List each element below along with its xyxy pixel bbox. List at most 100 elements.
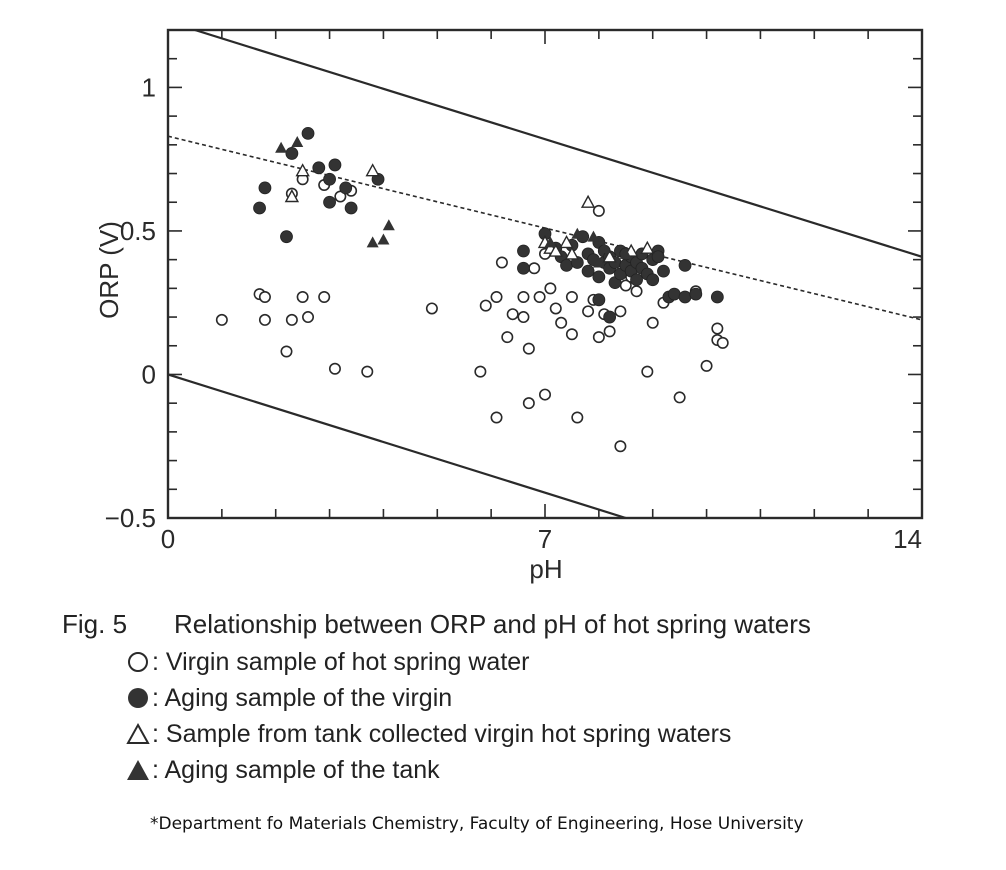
point-virgin xyxy=(318,290,331,303)
point-virgin xyxy=(603,325,616,338)
point-aging-tank xyxy=(275,141,288,153)
point-virgin xyxy=(258,313,271,326)
point-aging-tank xyxy=(587,230,600,242)
point-aging-virgin xyxy=(657,264,670,278)
point-aging-virgin xyxy=(280,230,293,244)
point-tank xyxy=(284,189,300,203)
point-aging-tank xyxy=(598,242,611,254)
point-aging-tank xyxy=(544,236,557,248)
point-virgin xyxy=(517,290,530,303)
point-aging-tank xyxy=(377,233,390,245)
x-tick-label: 7 xyxy=(538,524,552,554)
x-axis-label: pH xyxy=(529,554,562,584)
point-aging-virgin xyxy=(592,293,606,307)
legend-item-virgin: : Virgin sample of hot spring water xyxy=(126,644,982,680)
point-virgin xyxy=(517,311,530,324)
orp-ph-scatter-chart: 0 7 14−0.500.51 pH ORP (V) xyxy=(94,28,924,584)
point-aging-tank xyxy=(291,135,304,147)
point-aging-virgin xyxy=(710,290,724,304)
point-aging-tank xyxy=(366,236,379,248)
point-virgin xyxy=(592,204,605,217)
point-virgin xyxy=(630,285,643,298)
point-aging-virgin xyxy=(592,270,606,284)
point-aging-virgin xyxy=(603,310,617,324)
point-virgin xyxy=(641,365,654,378)
point-tank xyxy=(559,234,574,249)
point-virgin xyxy=(549,302,562,315)
point-aging-virgin xyxy=(581,264,595,278)
y-tick-label: 0 xyxy=(142,359,156,389)
point-tank xyxy=(580,194,596,208)
point-virgin xyxy=(544,282,557,295)
legend-label: : Sample from tank collected virgin hot … xyxy=(152,720,732,748)
axis-ticks xyxy=(167,29,923,519)
point-virgin xyxy=(425,302,438,315)
point-virgin xyxy=(490,290,503,303)
point-aging-virgin xyxy=(678,258,692,272)
point-aging-virgin xyxy=(517,261,530,275)
point-virgin xyxy=(258,290,271,303)
point-virgin xyxy=(490,411,503,424)
legend-item-aging-virgin: : Aging sample of the virgin xyxy=(126,680,982,716)
point-virgin xyxy=(592,331,605,344)
y-tick-label: 1 xyxy=(142,72,156,102)
point-virgin xyxy=(302,311,315,324)
point-aging-virgin xyxy=(339,181,353,195)
legend: : Virgin sample of hot spring water : Ag… xyxy=(126,644,982,788)
point-virgin xyxy=(522,397,535,410)
point-aging-virgin xyxy=(258,181,272,195)
point-virgin xyxy=(614,440,627,453)
point-tank xyxy=(365,163,380,177)
point-aging-virgin xyxy=(323,172,336,186)
x-tick-label: 14 xyxy=(893,524,922,554)
point-aging-virgin xyxy=(344,201,358,215)
plot-frame xyxy=(166,28,924,520)
point-virgin xyxy=(538,388,551,401)
point-virgin xyxy=(700,359,713,372)
point-virgin xyxy=(296,290,309,303)
point-aging-virgin xyxy=(253,201,266,215)
point-aging-virgin xyxy=(560,258,573,272)
solid-reference-line xyxy=(194,30,922,258)
point-virgin xyxy=(361,365,374,378)
data-points xyxy=(215,126,729,453)
point-virgin xyxy=(565,328,578,341)
point-aging-virgin xyxy=(517,244,530,258)
point-aging-tank xyxy=(382,219,395,231)
legend-label: : Virgin sample of hot spring water xyxy=(152,648,530,676)
point-virgin xyxy=(215,313,228,326)
reference-lines xyxy=(168,30,922,518)
x-tick-label: 0 xyxy=(161,524,175,554)
open-triangle-icon xyxy=(126,722,150,744)
open-circle-icon xyxy=(128,652,148,672)
point-aging-virgin xyxy=(328,158,342,172)
point-aging-virgin xyxy=(285,147,299,160)
point-virgin xyxy=(501,331,514,344)
legend-label: : Aging sample of the tank xyxy=(152,756,440,784)
point-virgin xyxy=(479,299,492,312)
point-virgin xyxy=(571,411,584,424)
point-virgin xyxy=(555,316,568,329)
point-virgin xyxy=(285,313,298,326)
point-aging-virgin xyxy=(667,287,681,301)
point-virgin xyxy=(528,262,541,275)
y-axis-label: ORP (V) xyxy=(94,221,124,319)
y-tick-label: 0.5 xyxy=(120,216,156,246)
filled-circle-icon xyxy=(128,688,148,708)
y-tick-label: −0.5 xyxy=(105,503,156,533)
point-aging-virgin xyxy=(323,195,336,209)
legend-label: : Aging sample of the virgin xyxy=(152,684,453,712)
point-aging-virgin xyxy=(689,287,703,301)
point-aging-tank xyxy=(619,247,632,259)
point-tank xyxy=(640,240,655,254)
point-aging-virgin xyxy=(678,290,692,304)
point-aging-tank xyxy=(592,256,605,268)
point-aging-virgin xyxy=(646,273,660,287)
point-virgin xyxy=(614,305,627,318)
footnote: *Department fo Materials Chemistry, Facu… xyxy=(150,814,804,834)
figure-caption: Fig. 5 Relationship between ORP and pH of… xyxy=(62,606,982,788)
point-aging-virgin xyxy=(630,273,643,287)
point-virgin xyxy=(495,256,508,269)
figure-title-line: Fig. 5 Relationship between ORP and pH of… xyxy=(62,606,982,642)
point-aging-virgin xyxy=(301,126,315,140)
